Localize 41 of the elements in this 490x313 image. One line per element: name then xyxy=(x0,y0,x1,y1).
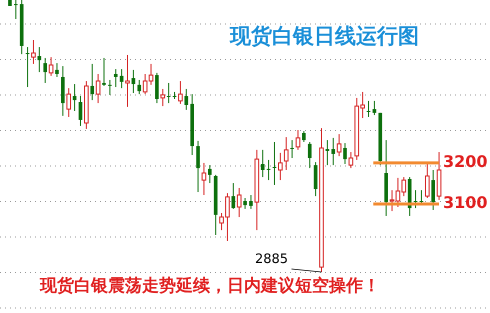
candlestick xyxy=(366,100,370,118)
candlestick xyxy=(431,170,436,210)
candlestick xyxy=(272,141,276,186)
text: 3200 xyxy=(443,152,488,172)
candlestick xyxy=(120,68,124,89)
candlestick xyxy=(166,82,170,104)
annotation: 2885 xyxy=(254,252,288,267)
text: 3100 xyxy=(443,193,488,212)
candlestick xyxy=(266,159,270,181)
text: 现货白银日线运行图 xyxy=(230,23,419,50)
candlestick xyxy=(78,96,82,126)
candlestick xyxy=(43,57,48,84)
candlestick xyxy=(331,137,336,166)
candlestick xyxy=(326,140,330,166)
candlestick xyxy=(38,46,42,73)
candlestick xyxy=(102,57,106,86)
candlestick xyxy=(14,0,18,20)
candlestick xyxy=(196,140,200,193)
candlestick xyxy=(243,198,247,210)
candlestick xyxy=(55,62,59,78)
candlestick xyxy=(155,72,159,104)
candlestick xyxy=(231,182,236,210)
candlestick xyxy=(290,140,294,159)
candlestick xyxy=(108,79,112,96)
candlestick xyxy=(260,149,265,178)
candlestick xyxy=(249,194,253,210)
candlestick xyxy=(414,190,418,209)
candlestick xyxy=(114,68,118,88)
candlestick xyxy=(372,100,376,116)
candlestick xyxy=(343,142,347,165)
candlestick xyxy=(208,164,212,184)
candlestick xyxy=(90,63,94,101)
candlestick xyxy=(137,79,142,95)
candlestick xyxy=(72,84,76,112)
candlestick xyxy=(184,88,188,110)
candlestick xyxy=(26,46,30,88)
candlestick xyxy=(308,141,312,169)
candlestick xyxy=(314,162,318,197)
candlestick xyxy=(302,130,306,142)
candlestick xyxy=(132,69,136,94)
text: 现货白银震荡走势延续，日内建议短空操作！ xyxy=(40,275,380,297)
